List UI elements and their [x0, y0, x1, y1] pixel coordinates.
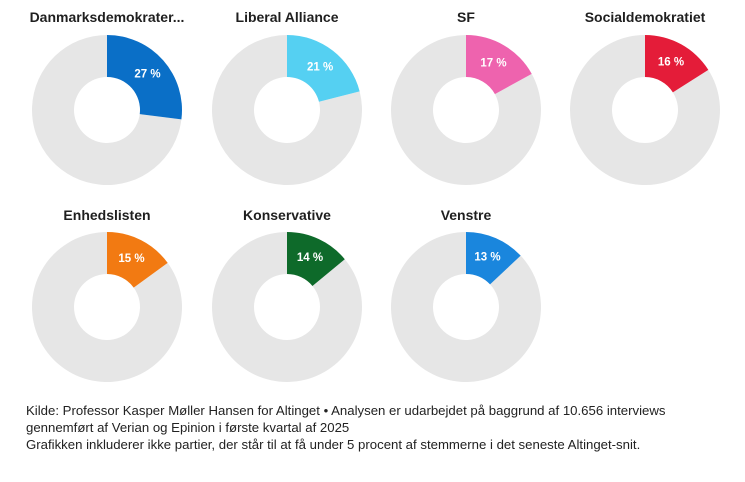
donut-remainder-konservative	[212, 232, 362, 382]
slice-label-konservative: 14 %	[297, 252, 323, 264]
donut-title-venstre: Venstre	[440, 207, 492, 223]
donut-sf: 17 %	[391, 35, 541, 185]
donut-slice-sf	[466, 35, 532, 95]
donut-title-socialdemokratiet: Socialdemokratiet	[584, 9, 706, 25]
donut-socialdemokratiet: 16 %	[570, 35, 720, 185]
donut-chart-grid: Danmarksdemokrater... 27 % Liberal Allianc…	[29, 9, 720, 382]
donut-slice-venstre	[466, 232, 521, 285]
donut-enhedslisten: 15 %	[31, 232, 182, 382]
donut-slice-danmarksdemokrater	[107, 35, 182, 120]
donut-slice-enhedslisten	[107, 232, 168, 288]
donut-venstre: 13 %	[391, 232, 541, 382]
slice-label-enhedslisten: 15 %	[118, 253, 144, 265]
donut-title-sf: SF	[457, 9, 475, 25]
donut-title-enhedslisten: Enhedslisten	[63, 207, 151, 223]
footnote: Kilde: Professor Kasper Møller Hansen fo…	[26, 402, 726, 453]
donut-remainder-danmarksdemokrater	[32, 35, 182, 186]
slice-label-danmarksdemokrater: 27 %	[134, 68, 160, 80]
slice-label-venstre: 13 %	[474, 251, 500, 263]
donut-slice-konservative	[287, 232, 345, 286]
donut-title-liberal-alliance: Liberal Alliance	[235, 9, 339, 25]
slice-label-sf: 17 %	[480, 58, 506, 70]
donut-remainder-sf	[391, 35, 541, 185]
donut-liberal-alliance: 21 %	[212, 35, 362, 185]
donut-remainder-enhedslisten	[31, 232, 182, 382]
donut-title-konservative: Konservative	[243, 207, 331, 223]
exclusion-note: Grafikken inkluderer ikke partier, der s…	[26, 437, 641, 452]
donut-konservative: 14 %	[212, 232, 362, 382]
donut-danmarksdemokrater: 27 %	[32, 35, 182, 186]
donut-remainder-liberal-alliance	[212, 35, 362, 185]
donut-slice-socialdemokratiet	[645, 35, 709, 93]
slice-label-socialdemokratiet: 16 %	[658, 57, 684, 69]
donut-title-danmarksdemokrater: Danmarksdemokrater...	[29, 9, 185, 25]
slice-label-liberal-alliance: 21 %	[307, 61, 333, 73]
donut-remainder-socialdemokratiet	[570, 35, 720, 185]
donut-slice-liberal-alliance	[287, 35, 360, 102]
source-note: Kilde: Professor Kasper Møller Hansen fo…	[26, 403, 666, 435]
donut-remainder-venstre	[391, 232, 541, 382]
